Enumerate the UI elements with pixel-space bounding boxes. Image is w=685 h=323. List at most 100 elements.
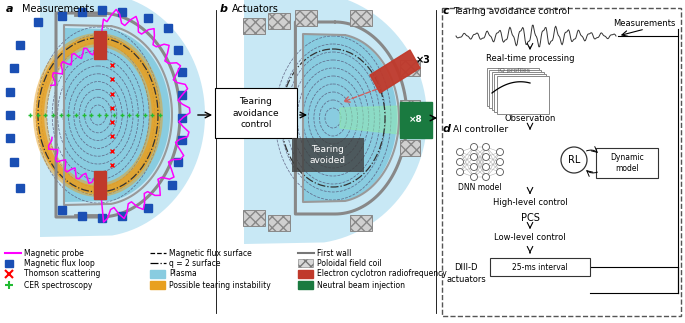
- Text: Tearing
avoidance
control: Tearing avoidance control: [233, 97, 279, 129]
- Bar: [58, 12, 66, 20]
- Circle shape: [482, 153, 490, 161]
- Text: Tearing avoidance control: Tearing avoidance control: [453, 7, 570, 16]
- Bar: [16, 184, 24, 192]
- Bar: [298, 259, 313, 267]
- FancyBboxPatch shape: [490, 70, 542, 108]
- Text: Plasma: Plasma: [169, 269, 197, 278]
- Bar: [118, 212, 126, 220]
- Bar: [144, 14, 152, 22]
- Text: q = 2 surface: q = 2 surface: [169, 258, 221, 267]
- Bar: [350, 215, 372, 231]
- Text: Electron cyclotron radiofrequency: Electron cyclotron radiofrequency: [317, 269, 447, 278]
- FancyBboxPatch shape: [596, 148, 658, 178]
- Bar: [295, 10, 317, 26]
- Bar: [400, 100, 420, 116]
- Text: Possible tearing instability: Possible tearing instability: [169, 280, 271, 289]
- Text: Magnetic flux loop: Magnetic flux loop: [24, 258, 95, 267]
- Circle shape: [561, 147, 587, 173]
- Polygon shape: [65, 28, 170, 202]
- Text: Magnetic flux surface: Magnetic flux surface: [169, 248, 252, 257]
- Bar: [174, 46, 182, 54]
- Bar: [10, 64, 18, 72]
- Text: Low-level control: Low-level control: [494, 233, 566, 242]
- Text: Real-time processing: Real-time processing: [486, 54, 574, 63]
- Bar: [78, 8, 86, 16]
- FancyBboxPatch shape: [497, 76, 549, 114]
- Circle shape: [456, 159, 464, 165]
- Bar: [268, 215, 290, 231]
- Text: ×3: ×3: [416, 55, 431, 65]
- Circle shape: [471, 153, 477, 161]
- Text: Tearing
avoided: Tearing avoided: [310, 145, 346, 165]
- Bar: [164, 24, 172, 32]
- Text: Measurements: Measurements: [614, 19, 676, 28]
- Bar: [178, 136, 186, 144]
- Circle shape: [482, 143, 490, 151]
- FancyBboxPatch shape: [495, 74, 547, 112]
- Bar: [78, 212, 86, 220]
- Bar: [178, 68, 186, 76]
- Bar: [400, 60, 420, 76]
- Bar: [243, 210, 265, 226]
- Bar: [150, 281, 165, 289]
- Bar: [178, 91, 186, 99]
- Bar: [298, 281, 313, 289]
- Bar: [10, 158, 18, 166]
- Text: b: b: [220, 4, 228, 14]
- Text: DIII-D
actuators: DIII-D actuators: [446, 263, 486, 284]
- Bar: [94, 171, 106, 199]
- Bar: [400, 102, 432, 138]
- Bar: [150, 270, 165, 278]
- Text: AI controller: AI controller: [453, 125, 508, 134]
- Bar: [34, 18, 42, 26]
- Circle shape: [456, 169, 464, 175]
- Polygon shape: [244, 0, 427, 244]
- Text: Thomson scattering: Thomson scattering: [24, 269, 101, 278]
- Bar: [94, 31, 106, 59]
- FancyBboxPatch shape: [487, 68, 539, 106]
- Circle shape: [482, 173, 490, 181]
- Polygon shape: [304, 34, 397, 202]
- Text: Dynamic
model: Dynamic model: [610, 153, 644, 173]
- Bar: [5, 260, 13, 267]
- Bar: [174, 158, 182, 166]
- Circle shape: [497, 159, 503, 165]
- Text: a: a: [6, 4, 14, 14]
- Polygon shape: [340, 106, 400, 134]
- Circle shape: [471, 173, 477, 181]
- Text: Magnetic probe: Magnetic probe: [24, 248, 84, 257]
- Bar: [6, 111, 14, 119]
- Bar: [178, 114, 186, 122]
- Circle shape: [497, 149, 503, 155]
- Bar: [118, 8, 126, 16]
- Text: d: d: [443, 124, 451, 134]
- Text: ×8: ×8: [409, 116, 423, 124]
- Bar: [58, 206, 66, 214]
- Text: Actuators: Actuators: [232, 4, 279, 14]
- Circle shape: [497, 169, 503, 175]
- Bar: [144, 204, 152, 212]
- Text: Poloidal field coil: Poloidal field coil: [317, 258, 382, 267]
- Bar: [400, 140, 420, 156]
- Text: Observation: Observation: [504, 114, 556, 123]
- FancyBboxPatch shape: [492, 72, 544, 110]
- Circle shape: [471, 143, 477, 151]
- Bar: [98, 214, 106, 222]
- Text: 25-ms interval: 25-ms interval: [512, 263, 568, 272]
- Text: c: c: [443, 6, 449, 16]
- Bar: [298, 270, 313, 278]
- Polygon shape: [370, 50, 420, 93]
- Circle shape: [471, 163, 477, 171]
- Bar: [168, 181, 176, 189]
- FancyBboxPatch shape: [292, 138, 364, 172]
- Bar: [16, 41, 24, 49]
- Text: IQ profiles: IQ profiles: [498, 68, 530, 73]
- Bar: [6, 134, 14, 142]
- Text: PCS: PCS: [521, 213, 539, 223]
- Circle shape: [456, 149, 464, 155]
- Bar: [350, 10, 372, 26]
- Text: First wall: First wall: [317, 248, 351, 257]
- Text: CER spectroscopy: CER spectroscopy: [24, 280, 92, 289]
- Bar: [98, 6, 106, 14]
- Text: DNN model: DNN model: [458, 183, 501, 192]
